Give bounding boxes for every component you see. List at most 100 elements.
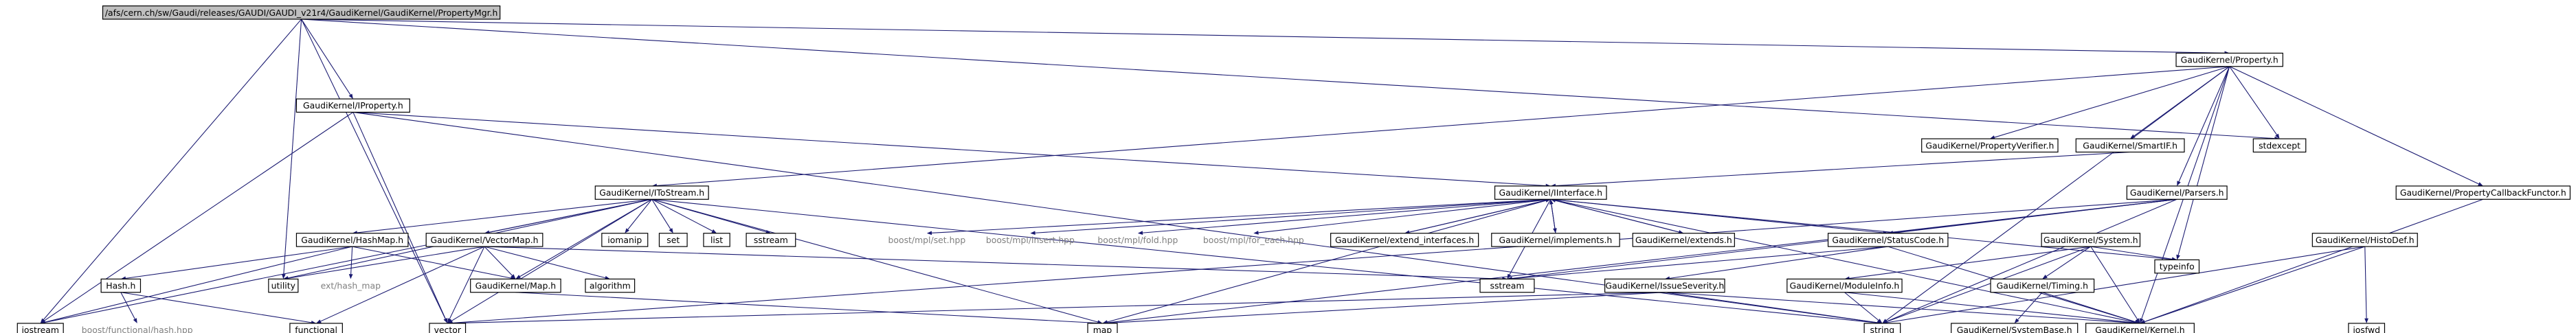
node[interactable]: GaudiKernel/extends.h [1632, 233, 1735, 247]
node[interactable]: set [658, 233, 688, 247]
node[interactable]: GaudiKernel/Kernel.h [2085, 323, 2195, 333]
node-label: GaudiKernel/PropertyCallbackFunctor.h [2400, 187, 2566, 198]
edge [627, 198, 653, 230]
node-label: GaudiKernel/HashMap.h [301, 235, 403, 245]
node[interactable]: /afs/cern.ch/sw/Gaudi/releases/GAUDI/GAU… [102, 5, 501, 20]
node-box [594, 185, 709, 200]
node[interactable]: GaudiKernel/IProperty.h [295, 98, 410, 113]
node[interactable]: GaudiKernel/Property.h [2175, 52, 2283, 67]
node-label: GaudiKernel/PropertyVerifier.h [1925, 140, 2054, 150]
node[interactable]: GaudiKernel/Timing.h [1990, 278, 2095, 293]
arrow-head [2134, 320, 2140, 324]
node-label: GaudiKernel/Timing.h [1997, 281, 2088, 291]
node[interactable]: boost/mpl/set.hpp [888, 235, 966, 245]
node[interactable]: functional [289, 323, 343, 333]
node-box [100, 278, 142, 293]
node[interactable]: GaudiKernel/PropertyVerifier.h [1921, 138, 2059, 153]
node[interactable]: map [1087, 323, 1118, 333]
arrow-head [1030, 231, 1035, 236]
arrow-head [281, 274, 286, 279]
arrow-head [1989, 135, 1995, 139]
edge [1551, 204, 1556, 233]
node[interactable]: list [703, 233, 730, 247]
node-label: GaudiKernel/HistoDef.h [2316, 235, 2415, 245]
node-label: GaudiKernel/extend_interfaces.h [1335, 235, 1474, 245]
edge [452, 198, 2177, 323]
node[interactable]: vector [429, 323, 467, 333]
node-box [2075, 138, 2185, 153]
node[interactable]: stdexcept [2252, 138, 2307, 153]
arrow-head [133, 318, 137, 323]
node[interactable]: utility [268, 278, 299, 293]
node[interactable]: GaudiKernel/Map.h [470, 278, 561, 293]
edge [44, 111, 354, 321]
edge [125, 246, 352, 279]
node[interactable]: iosfwd [2348, 323, 2386, 333]
edge [452, 292, 1665, 324]
node[interactable]: ext/hash_map [321, 281, 381, 291]
edge [288, 246, 485, 279]
node[interactable]: GaudiKernel/HashMap.h [295, 233, 409, 247]
node[interactable]: algorithm [585, 278, 636, 293]
arrow-head [447, 318, 451, 323]
edge [1404, 200, 1546, 234]
edge [1849, 246, 2091, 279]
node[interactable]: boost/functional/hash.hpp [82, 325, 193, 333]
node[interactable]: iomanip [601, 233, 649, 247]
node-box [429, 323, 467, 333]
node-box [1951, 323, 2079, 333]
node-box [268, 278, 299, 293]
arrow-head [669, 228, 673, 233]
node-label: stdexcept [2259, 140, 2300, 150]
node[interactable]: GaudiKernel/PropertyCallbackFunctor.h [2395, 185, 2571, 200]
node[interactable]: typeinfo [2154, 259, 2200, 274]
node[interactable]: GaudiKernel/IToStream.h [594, 185, 709, 200]
edge [1512, 246, 1888, 279]
edge [45, 198, 652, 323]
node[interactable]: GaudiKernel/Parsers.h [2126, 185, 2228, 200]
node-label: list [710, 235, 723, 245]
node[interactable]: GaudiKernel/SystemBase.h [1951, 323, 2079, 333]
node[interactable]: sstream [746, 233, 796, 247]
node-label: functional [295, 325, 337, 333]
node-label: GaudiKernel/ModuleInfo.h [1790, 281, 1900, 291]
node[interactable]: GaudiKernel/System.h [2041, 233, 2141, 247]
node[interactable]: GaudiKernel/IssueSeverity.h [1604, 278, 1725, 293]
node[interactable]: GaudiKernel/extend_interfaces.h [1330, 233, 1479, 247]
node[interactable]: GaudiKernel/ModuleInfo.h [1787, 278, 1903, 293]
edge [45, 246, 352, 323]
node-label: boost/mpl/for_each.hpp [1203, 235, 1304, 245]
node[interactable]: boost/mpl/insert.hpp [986, 235, 1075, 245]
node-box [2041, 233, 2141, 247]
node-label: GaudiKernel/IssueSeverity.h [1605, 281, 1724, 291]
node-label: GaudiKernel/Kernel.h [2095, 325, 2184, 333]
node[interactable]: GaudiKernel/implements.h [1491, 233, 1620, 247]
node[interactable]: GaudiKernel/SmartIF.h [2075, 138, 2185, 153]
edge [515, 292, 1098, 324]
node[interactable]: Hash.h [100, 278, 142, 293]
node[interactable]: GaudiKernel/StatusCode.h [1827, 233, 1949, 247]
edge [1035, 198, 1551, 233]
arrow-head [2275, 133, 2280, 139]
node-box [1087, 323, 1118, 333]
node-box [1787, 278, 1903, 293]
node[interactable]: GaudiKernel/HistoDef.h [2311, 233, 2418, 247]
node[interactable]: GaudiKernel/VectorMap.h [425, 233, 544, 247]
node[interactable]: string [1863, 323, 1901, 333]
node-box [2348, 323, 2386, 333]
node-label: iosfwd [2353, 325, 2380, 333]
node-label: GaudiKernel/IInterface.h [1499, 187, 1602, 198]
node-label: algorithm [590, 281, 631, 291]
node[interactable]: iostream [16, 323, 64, 333]
node-label: /afs/cern.ch/sw/Gaudi/releases/GAUDI/GAU… [105, 8, 497, 18]
node-label: GaudiKernel/Property.h [2181, 55, 2278, 65]
node[interactable]: sstream [1479, 278, 1535, 293]
node[interactable]: boost/mpl/fold.hpp [1097, 235, 1178, 245]
edge [301, 19, 446, 319]
node[interactable]: boost/mpl/for_each.hpp [1203, 235, 1304, 245]
node[interactable]: GaudiKernel/IInterface.h [1494, 185, 1607, 200]
node-box [2395, 185, 2571, 200]
edge [1885, 66, 2230, 321]
edge [43, 19, 302, 320]
node-box [1491, 233, 1620, 247]
